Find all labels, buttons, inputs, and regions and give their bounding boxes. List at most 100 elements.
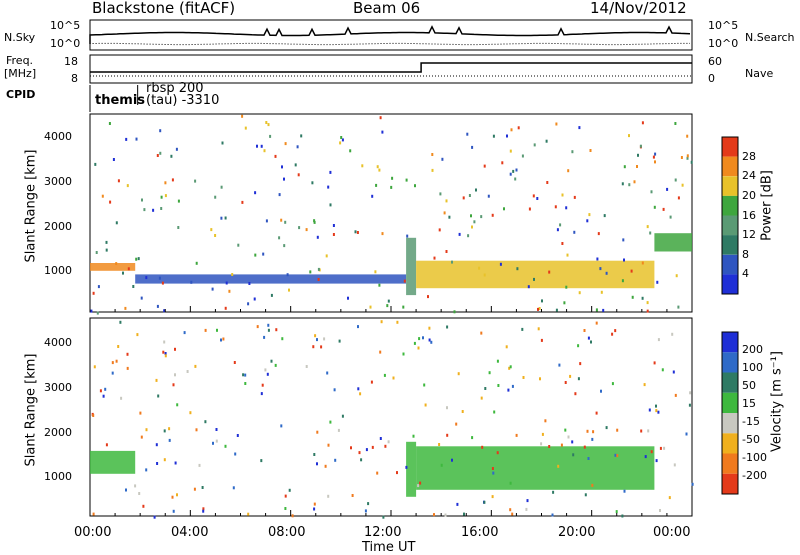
velocity-layer-cell-115 bbox=[446, 433, 449, 437]
power-layer-cell-225 bbox=[160, 207, 163, 210]
power-layer-cell-252 bbox=[378, 168, 381, 172]
velocity-layer-cell-194 bbox=[323, 337, 326, 341]
velocity-layer-cell-0 bbox=[234, 452, 237, 456]
power-layer-cell-60 bbox=[509, 149, 512, 153]
power-layer-cell-190 bbox=[483, 164, 486, 168]
velocity-layer-cell-142 bbox=[222, 337, 225, 341]
velocity-layer-cell-108 bbox=[316, 462, 318, 466]
power-layer-cell-254 bbox=[356, 231, 359, 234]
power-colorbar-swatch-6 bbox=[722, 254, 738, 275]
velocity-layer-cell-178 bbox=[168, 438, 171, 442]
velocity-layer-cell-86 bbox=[419, 481, 422, 485]
velocity-layer-cell-236 bbox=[267, 323, 270, 327]
power-layer-cell-123 bbox=[354, 230, 357, 234]
power-layer-cell-161 bbox=[224, 306, 227, 310]
power-layer-cell-183 bbox=[441, 157, 444, 161]
power-layer-cell-257 bbox=[586, 219, 589, 223]
power-layer-cell-148 bbox=[600, 290, 603, 294]
power-layer-cell-40 bbox=[567, 169, 570, 173]
velocity-colorbar-tick-7: -200 bbox=[742, 469, 767, 482]
power-layer-cell-212 bbox=[115, 221, 118, 225]
power-layer-cell-248 bbox=[313, 220, 316, 224]
velocity-layer-band-0 bbox=[90, 450, 136, 474]
velocity-layer-cell-111 bbox=[275, 328, 278, 332]
power-layer-cell-155 bbox=[622, 238, 625, 242]
power-ytick-4000: 4000 bbox=[44, 130, 72, 143]
velocity-layer-cell-144 bbox=[104, 387, 107, 391]
velocity-layer-cell-222 bbox=[174, 373, 176, 377]
velocity-layer-cell-147 bbox=[305, 365, 308, 368]
velocity-layer-cell-223 bbox=[379, 350, 382, 354]
velocity-layer-cell-71 bbox=[621, 514, 624, 518]
cpid-themis: themis bbox=[95, 93, 146, 108]
power-layer-cell-203 bbox=[597, 232, 600, 236]
velocity-layer-cell-103 bbox=[172, 509, 175, 513]
power-layer-cell-180 bbox=[641, 296, 644, 300]
velocity-layer-cell-49 bbox=[496, 451, 499, 455]
power-colorbar-frame bbox=[721, 136, 739, 295]
power-layer-cell-198 bbox=[533, 277, 535, 281]
velocity-layer-cell-56 bbox=[142, 504, 145, 508]
power-layer-cell-105 bbox=[274, 154, 277, 158]
power-colorbar-tick-0: 28 bbox=[742, 150, 756, 163]
power-layer-cell-172 bbox=[224, 216, 227, 220]
power-layer-cell-114 bbox=[340, 136, 343, 139]
cpid-rbsp: rbsp 200 bbox=[146, 81, 204, 96]
power-layer-cell-106 bbox=[278, 193, 281, 197]
velocity-layer-cell-226 bbox=[457, 372, 460, 376]
power-layer-cell-221 bbox=[112, 158, 115, 161]
power-layer-cell-25 bbox=[390, 185, 393, 189]
nsky-tick-high: 10^5 bbox=[50, 19, 81, 32]
velocity-layer-cell-203 bbox=[521, 327, 524, 331]
velocity-layer-cell-172 bbox=[324, 464, 327, 468]
power-layer-cell-0 bbox=[298, 226, 301, 230]
power-layer-cell-83 bbox=[175, 147, 178, 151]
power-layer-cell-134 bbox=[265, 121, 268, 124]
velocity-layer-cell-38 bbox=[120, 396, 123, 400]
velocity-colorbar-tick-6: -100 bbox=[742, 451, 767, 464]
power-layer-cell-113 bbox=[565, 285, 568, 289]
power-layer-cell-3 bbox=[623, 258, 625, 262]
power-layer-cell-23 bbox=[466, 132, 469, 136]
velocity-layer-cell-248 bbox=[623, 489, 626, 493]
velocity-colorbar-tick-4: -15 bbox=[742, 415, 760, 428]
power-layer-cell-231 bbox=[628, 183, 631, 187]
power-layer-cell-59 bbox=[97, 285, 100, 289]
power-layer-cell-214 bbox=[286, 273, 289, 277]
power-layer-cell-115 bbox=[221, 141, 224, 145]
velocity-layer-cell-145 bbox=[312, 345, 315, 349]
velocity-layer-cell-25 bbox=[446, 325, 449, 329]
power-layer-cell-122 bbox=[468, 194, 471, 197]
velocity-layer-cell-46 bbox=[611, 332, 614, 336]
power-layer-cell-130 bbox=[379, 116, 382, 120]
nave-tick-low: 0 bbox=[708, 72, 715, 85]
velocity-layer-cell-246 bbox=[176, 493, 178, 497]
velocity-layer-cell-109 bbox=[672, 370, 675, 374]
velocity-layer-cell-227 bbox=[153, 515, 156, 519]
velocity-layer-cell-81 bbox=[591, 483, 594, 487]
power-layer-cell-16 bbox=[637, 153, 639, 157]
velocity-layer-cell-119 bbox=[201, 486, 204, 489]
power-layer-cell-57 bbox=[381, 130, 384, 134]
velocity-layer-cell-253 bbox=[244, 382, 247, 385]
velocity-layer-cell-107 bbox=[526, 499, 529, 503]
power-layer-cell-222 bbox=[546, 181, 549, 184]
power-colorbar-swatch-5 bbox=[722, 235, 738, 255]
power-layer-cell-132 bbox=[164, 181, 167, 185]
velocity-layer-cell-247 bbox=[525, 507, 528, 511]
velocity-layer-cell-228 bbox=[595, 411, 598, 415]
power-layer-cell-58 bbox=[514, 177, 517, 181]
velocity-layer-cell-40 bbox=[140, 435, 143, 439]
power-layer-cell-75 bbox=[280, 218, 283, 222]
velocity-layer-cell-4 bbox=[136, 333, 139, 337]
velocity-layer-cell-133 bbox=[590, 340, 592, 344]
power-layer-band-1 bbox=[135, 274, 407, 284]
power-layer-cell-249 bbox=[156, 304, 159, 308]
velocity-colorbar-tick-2: 50 bbox=[742, 379, 756, 392]
nave-label: Nave bbox=[745, 67, 774, 80]
velocity-layer-cell-217 bbox=[126, 366, 129, 370]
velocity-layer-cell-240 bbox=[164, 354, 167, 358]
velocity-layer-cell-24 bbox=[313, 502, 316, 506]
power-layer-cell-136 bbox=[297, 173, 300, 177]
nsky-label: N.Sky bbox=[4, 31, 36, 44]
